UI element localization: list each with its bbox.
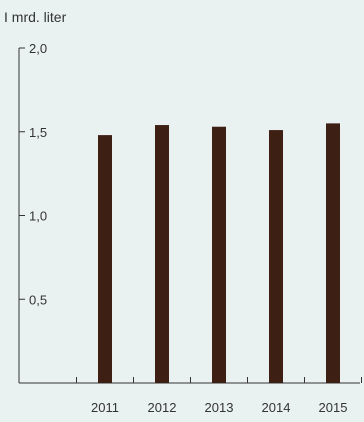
y-tick-label: 2,0: [29, 41, 47, 56]
y-tick-label: 1,5: [29, 125, 47, 140]
y-tick-label: 0,5: [29, 292, 47, 307]
bar-2014: [269, 130, 283, 383]
y-axis-label: I mrd. liter: [4, 9, 67, 25]
x-axis-ticks: 2011 2012 2013 2014 2015: [76, 377, 362, 415]
x-tick-label: 2015: [319, 400, 348, 415]
x-tick-label: 2011: [91, 400, 119, 415]
y-axis-ticks: 0,5 1,0 1,5 2,0: [19, 41, 47, 307]
bar-2013: [212, 126, 226, 383]
x-tick-label: 2014: [262, 400, 291, 415]
y-tick-label: 1,0: [29, 209, 47, 224]
bar-2015: [326, 123, 340, 383]
axes: [18, 48, 360, 384]
bars: [98, 123, 340, 384]
bar-2012: [155, 125, 169, 384]
bar-2011: [98, 135, 112, 383]
x-tick-label: 2013: [205, 400, 234, 415]
x-tick-label: 2012: [148, 400, 177, 415]
